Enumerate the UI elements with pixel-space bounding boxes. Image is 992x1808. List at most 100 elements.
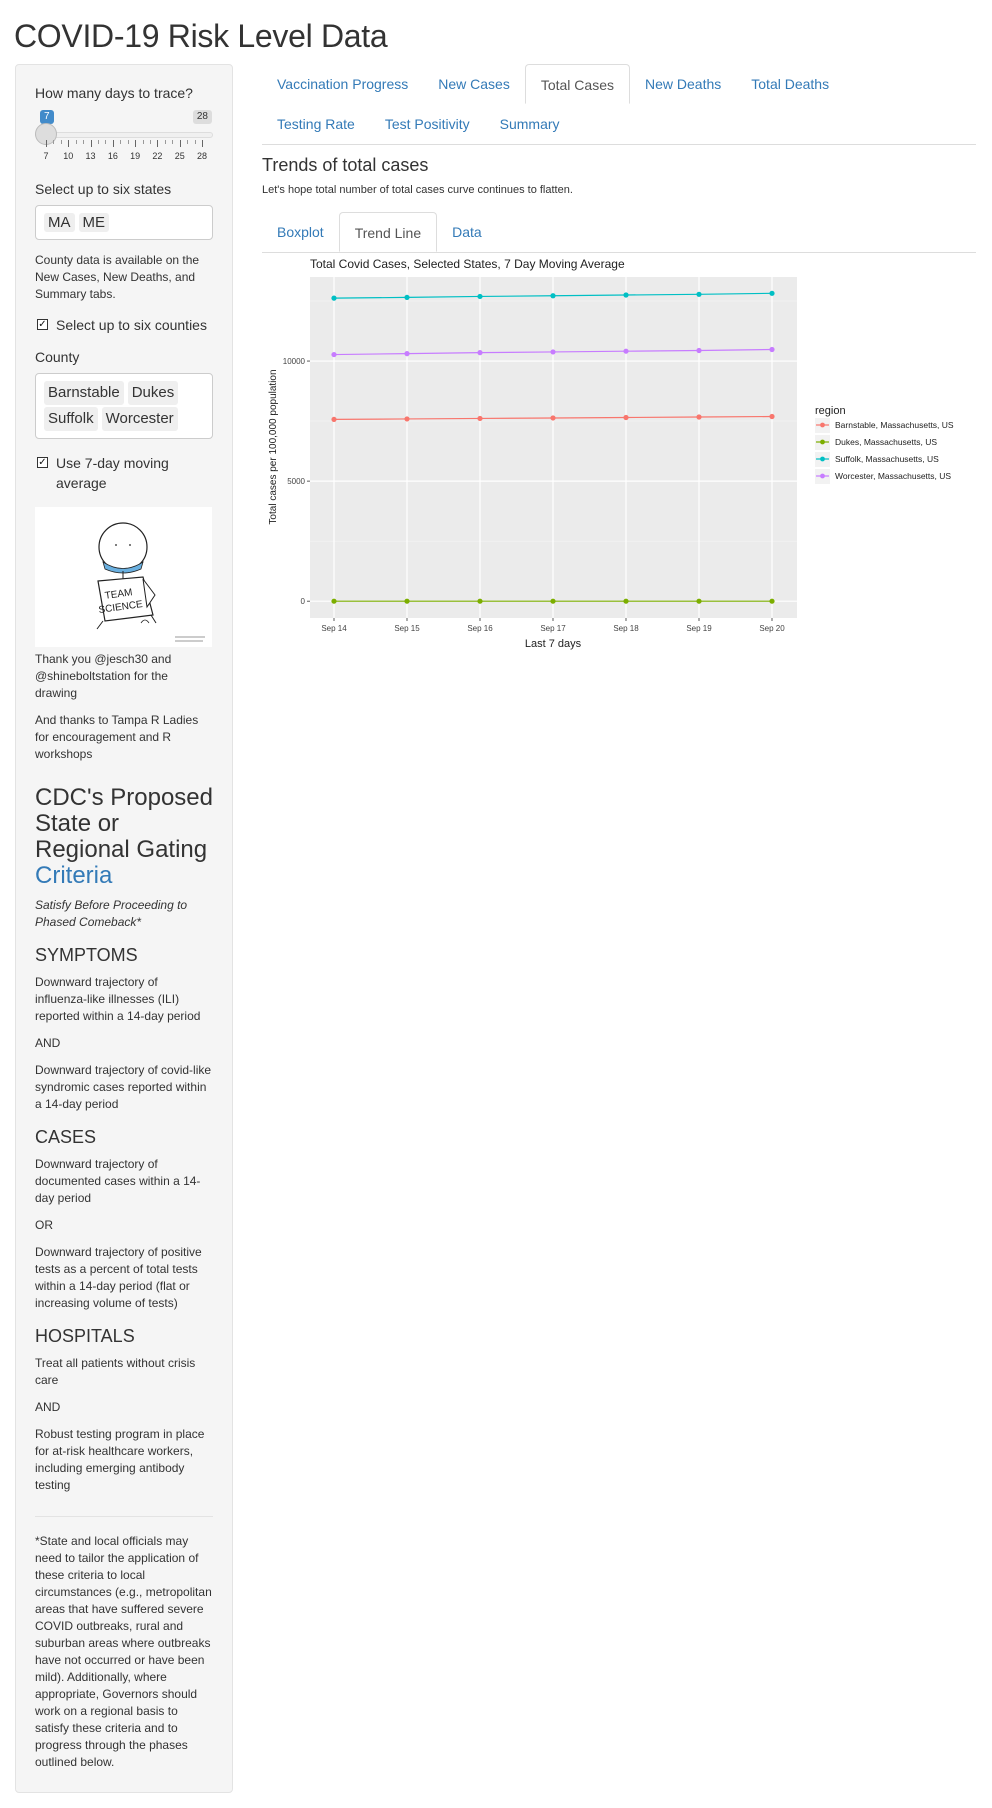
data-point	[623, 598, 629, 604]
slider-tick	[135, 140, 137, 147]
slider-tick-label: 25	[174, 151, 185, 161]
data-point	[404, 416, 410, 422]
slider-tick	[194, 140, 196, 144]
state-chip[interactable]: ME	[78, 213, 109, 232]
legend-key-point	[820, 456, 825, 462]
data-point	[477, 350, 483, 356]
team-science-illustration: TEAM SCIENCE	[96, 522, 205, 642]
county-chip[interactable]: Suffolk	[44, 407, 98, 431]
hospitals-text-1: Treat all patients without crisis care	[35, 1356, 196, 1387]
cdc-criteria-title: CDC's Proposed State or Regional Gating …	[35, 785, 213, 889]
data-point	[404, 294, 410, 301]
county-chip[interactable]: Barnstable	[44, 381, 124, 405]
y-tick-label: 5000	[287, 477, 305, 486]
checkbox-checked-icon[interactable]: ✓	[37, 457, 48, 468]
data-point	[550, 293, 556, 299]
x-tick-label: Sep 19	[686, 624, 712, 633]
data-point	[550, 598, 556, 604]
data-point	[331, 598, 337, 604]
subtab-trend-line[interactable]: Trend Line	[338, 212, 438, 252]
criteria-link[interactable]: Criteria	[35, 862, 113, 889]
state-chip[interactable]: MA	[44, 213, 75, 232]
data-point	[331, 351, 337, 358]
slider-tick	[83, 140, 85, 144]
slider-tick	[68, 140, 70, 147]
chart-subtabs: Boxplot Trend Line Data	[262, 212, 976, 253]
panel-description: Let's hope total number of total cases c…	[262, 184, 573, 196]
legend-key-point	[820, 473, 825, 479]
subtab-data[interactable]: Data	[452, 224, 482, 240]
checkbox-checked-icon[interactable]: ✓	[37, 319, 48, 330]
slider-min-badge: 7	[40, 110, 54, 124]
and-text: AND	[35, 1036, 61, 1050]
county-chip[interactable]: Dukes	[127, 381, 179, 405]
x-tick-label: Sep 15	[394, 624, 420, 633]
data-point	[769, 413, 775, 420]
data-point	[623, 292, 629, 298]
slider-ticks	[46, 140, 203, 148]
data-point	[550, 415, 556, 421]
tab-testing-rate[interactable]: Testing Rate	[277, 116, 355, 132]
x-axis-label: Last 7 days	[525, 638, 582, 650]
data-point	[623, 348, 629, 354]
tab-new-cases[interactable]: New Cases	[438, 76, 510, 92]
tab-vaccination-progress[interactable]: Vaccination Progress	[277, 76, 409, 92]
divider	[35, 1516, 213, 1517]
data-point	[623, 414, 629, 421]
thanks-rladies: And thanks to Tampa R Ladies for encoura…	[35, 713, 199, 761]
moving-average-checkbox[interactable]: ✓ Use 7-day moving average	[35, 453, 213, 493]
slider-tick	[46, 140, 47, 147]
legend-key-point	[820, 422, 825, 428]
data-point	[404, 598, 410, 604]
slider-tick-label: 22	[152, 151, 163, 161]
county-select[interactable]: Barnstable Dukes Suffolk Worcester	[35, 373, 213, 439]
slider-tick-label: 16	[107, 151, 118, 161]
drawing-text-line: TEAM	[104, 587, 133, 602]
slider-tick	[120, 140, 122, 144]
symptoms-text-2: Downward trajectory of covid-like syndro…	[35, 1063, 212, 1111]
symptoms-heading: SYMPTOMS	[35, 945, 138, 965]
panel-title: Trends of total cases	[262, 155, 429, 175]
or-text: OR	[35, 1218, 53, 1232]
cdc-title-text: CDC's Proposed State or Regional Gating	[35, 784, 213, 863]
slider-tick	[53, 140, 55, 144]
tabs-divider	[262, 144, 976, 145]
select-counties-checkbox[interactable]: ✓ Select up to six counties	[35, 315, 213, 335]
x-tick-label: Sep 16	[467, 624, 493, 633]
slider-track[interactable]	[35, 132, 213, 138]
days-slider[interactable]: 7 28 7 10 13 16 19 22 25 28	[35, 109, 213, 171]
legend-key-point	[820, 439, 825, 445]
tab-total-deaths[interactable]: Total Deaths	[751, 76, 830, 92]
county-chip[interactable]: Worcester	[101, 407, 178, 431]
slider-tick	[172, 140, 174, 144]
slider-tick-label: 19	[130, 151, 141, 161]
data-point	[477, 293, 483, 300]
tab-test-positivity[interactable]: Test Positivity	[384, 116, 470, 132]
data-point	[769, 290, 775, 296]
main-tabs: Vaccination Progress New Cases Total Cas…	[262, 64, 976, 145]
states-select[interactable]: MA ME	[35, 205, 213, 240]
thanks-drawing: Thank you @jesch30 and @shineboltstation…	[35, 652, 172, 700]
x-axis: Sep 14 Sep 15 Sep 16 Sep 17 Sep 18 Sep 19 Sep …	[321, 618, 785, 633]
y-tick-label: 0	[301, 597, 306, 606]
legend-label: Worcester, Massachusetts, US	[835, 471, 951, 481]
slider-max-badge: 28	[192, 110, 212, 124]
y-axis: 0 5000 10000	[283, 357, 310, 606]
symptoms-text-1: Downward trajectory of influenza-like il…	[35, 975, 201, 1023]
data-point	[550, 349, 556, 355]
cdc-subtitle: Satisfy Before Proceeding to Phased Come…	[35, 898, 188, 929]
data-point	[331, 295, 337, 301]
series-layer	[331, 290, 775, 604]
tab-total-cases[interactable]: Total Cases	[524, 64, 630, 104]
subtabs-divider	[262, 252, 976, 253]
slider-tick-label: 7	[43, 151, 49, 161]
slider-tick	[157, 140, 159, 147]
slider-tick	[60, 140, 62, 144]
tab-summary[interactable]: Summary	[499, 116, 560, 132]
main-panel: Vaccination Progress New Cases Total Cas…	[262, 64, 976, 658]
slider-tick	[105, 140, 107, 144]
subtab-boxplot[interactable]: Boxplot	[277, 224, 324, 240]
slider-tick	[187, 140, 189, 144]
y-axis-label: Total cases per 100,000 population	[268, 369, 279, 524]
tab-new-deaths[interactable]: New Deaths	[645, 76, 722, 92]
